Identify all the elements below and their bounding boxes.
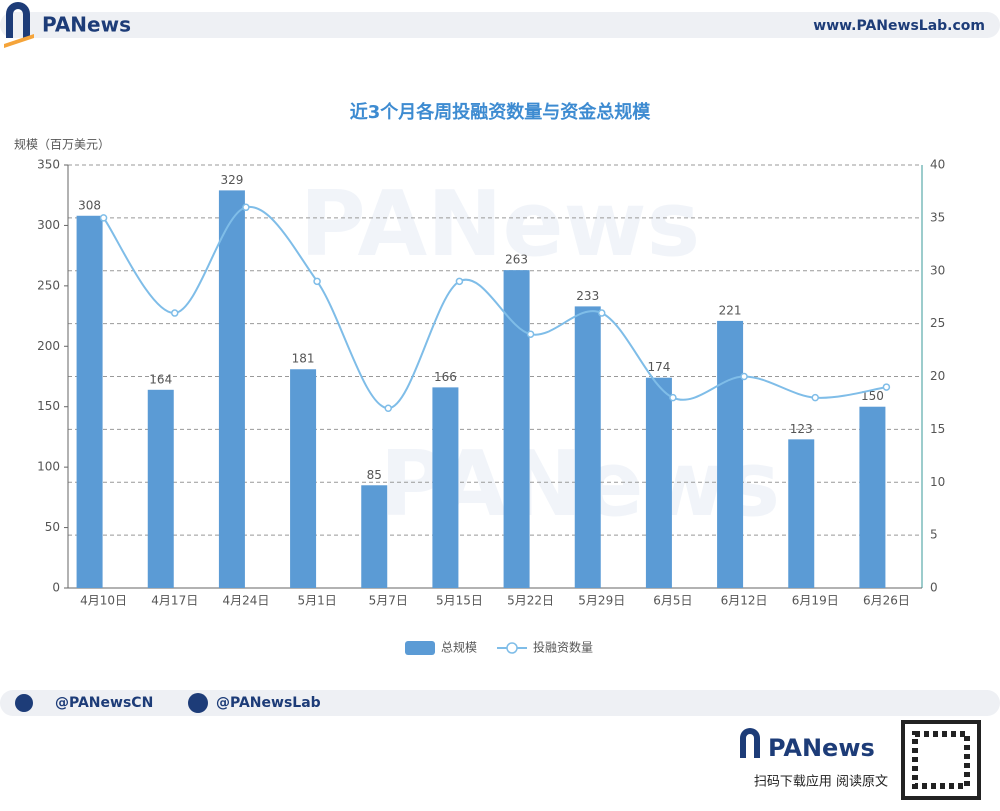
line-point [811,393,819,402]
x-tick-label: 5月22日 [507,594,554,608]
x-tick-label: 6月12日 [721,594,768,608]
bar [717,320,744,588]
bar [645,377,672,588]
y-tick-label: 200 [37,339,60,353]
legend-label: 总规模 [441,640,477,655]
bar-value-label: 181 [292,352,315,366]
y2-tick-label: 0 [930,581,938,595]
bar [788,439,815,588]
bar [147,389,174,588]
y2-tick-label: 20 [930,369,945,383]
qr-pattern [912,731,970,789]
bar-value-label: 174 [647,360,670,374]
y-tick-label: 250 [37,278,60,292]
x-tick-label: 6月19日 [792,594,839,608]
logo-text: PANews [42,13,131,37]
x-tick-label: 5月7日 [369,594,408,608]
y2-tick-label: 30 [930,263,945,277]
line-point [669,393,677,402]
bar [361,485,388,588]
line-point [313,277,321,286]
y-axis-label: 规模（百万美元） [14,137,110,152]
y2-tick-label: 40 [930,158,945,172]
bar [76,215,103,588]
bar [218,190,245,588]
bar-value-label: 308 [78,198,101,212]
y2-tick-label: 25 [930,316,945,330]
y-tick-label: 300 [37,218,60,232]
line-point [171,309,179,317]
x-tick-label: 6月26日 [863,594,910,608]
legend-label: 投融资数量 [533,640,593,655]
y-tick-label: 100 [37,460,60,474]
logo-mark [4,2,34,48]
line-point [526,330,535,338]
facebook-icon [188,693,208,713]
bar-value-label: 150 [861,389,884,403]
y2-tick-label: 35 [930,210,945,224]
x-tick-label: 6月5日 [653,594,692,608]
legend-swatch [405,641,435,655]
legend-swatch [506,642,518,654]
bar [290,369,317,588]
y-tick-label: 150 [37,399,60,413]
twitter-icon [15,694,33,712]
y-tick-label: 50 [45,520,60,534]
line-point [99,214,108,222]
social-band [0,690,1000,716]
bar [503,270,530,588]
bar-value-label: 233 [576,289,599,303]
line-point [384,404,392,412]
website[interactable]: www.PANewsLab.com [813,18,985,34]
line-point [882,383,891,391]
header-band [0,12,1000,38]
bar-value-label: 85 [367,468,382,482]
bar-value-label: 123 [790,422,813,436]
y-tick-label: 0 [52,581,60,595]
y2-tick-label: 5 [930,528,938,542]
chart: 0 50 100 150 200 250 300 350 0 5 10 15 20 25 30 35 40 4月1… [37,158,945,655]
watermark: PANews [300,172,700,277]
bar-value-label: 164 [149,372,172,386]
bar-value-label: 166 [434,370,457,384]
x-tick-label: 4月17日 [151,594,198,608]
x-tick-label: 4月24日 [222,594,269,608]
y2-tick-label: 15 [930,422,945,436]
line-point [455,277,464,286]
qr-caption: 扫码下载应用 阅读原文 [754,774,888,790]
x-tick-label: 5月1日 [297,594,336,608]
facebook-handle[interactable]: @PANewsLab [216,695,321,711]
bar [432,387,459,588]
y-tick-label: 350 [37,158,60,172]
footer-logo-mark [740,728,760,758]
line-point [740,372,748,381]
bar-value-label: 221 [719,303,742,317]
chart-title: 近3个月各周投融资数量与资金总规模 [350,101,652,123]
line-point [598,309,606,317]
twitter-handle[interactable]: @PANewsCN [55,695,153,711]
x-tick-label: 5月15日 [436,594,483,608]
x-tick-label: 4月10日 [80,594,127,608]
bar [574,306,601,588]
bar [859,406,886,588]
y2-tick-label: 10 [930,475,945,489]
footer-logo: PANews [768,734,875,762]
bar-value-label: 329 [220,173,243,187]
line-point [242,203,250,212]
x-tick-label: 5月29日 [578,594,625,608]
bar-value-label: 263 [505,253,528,267]
